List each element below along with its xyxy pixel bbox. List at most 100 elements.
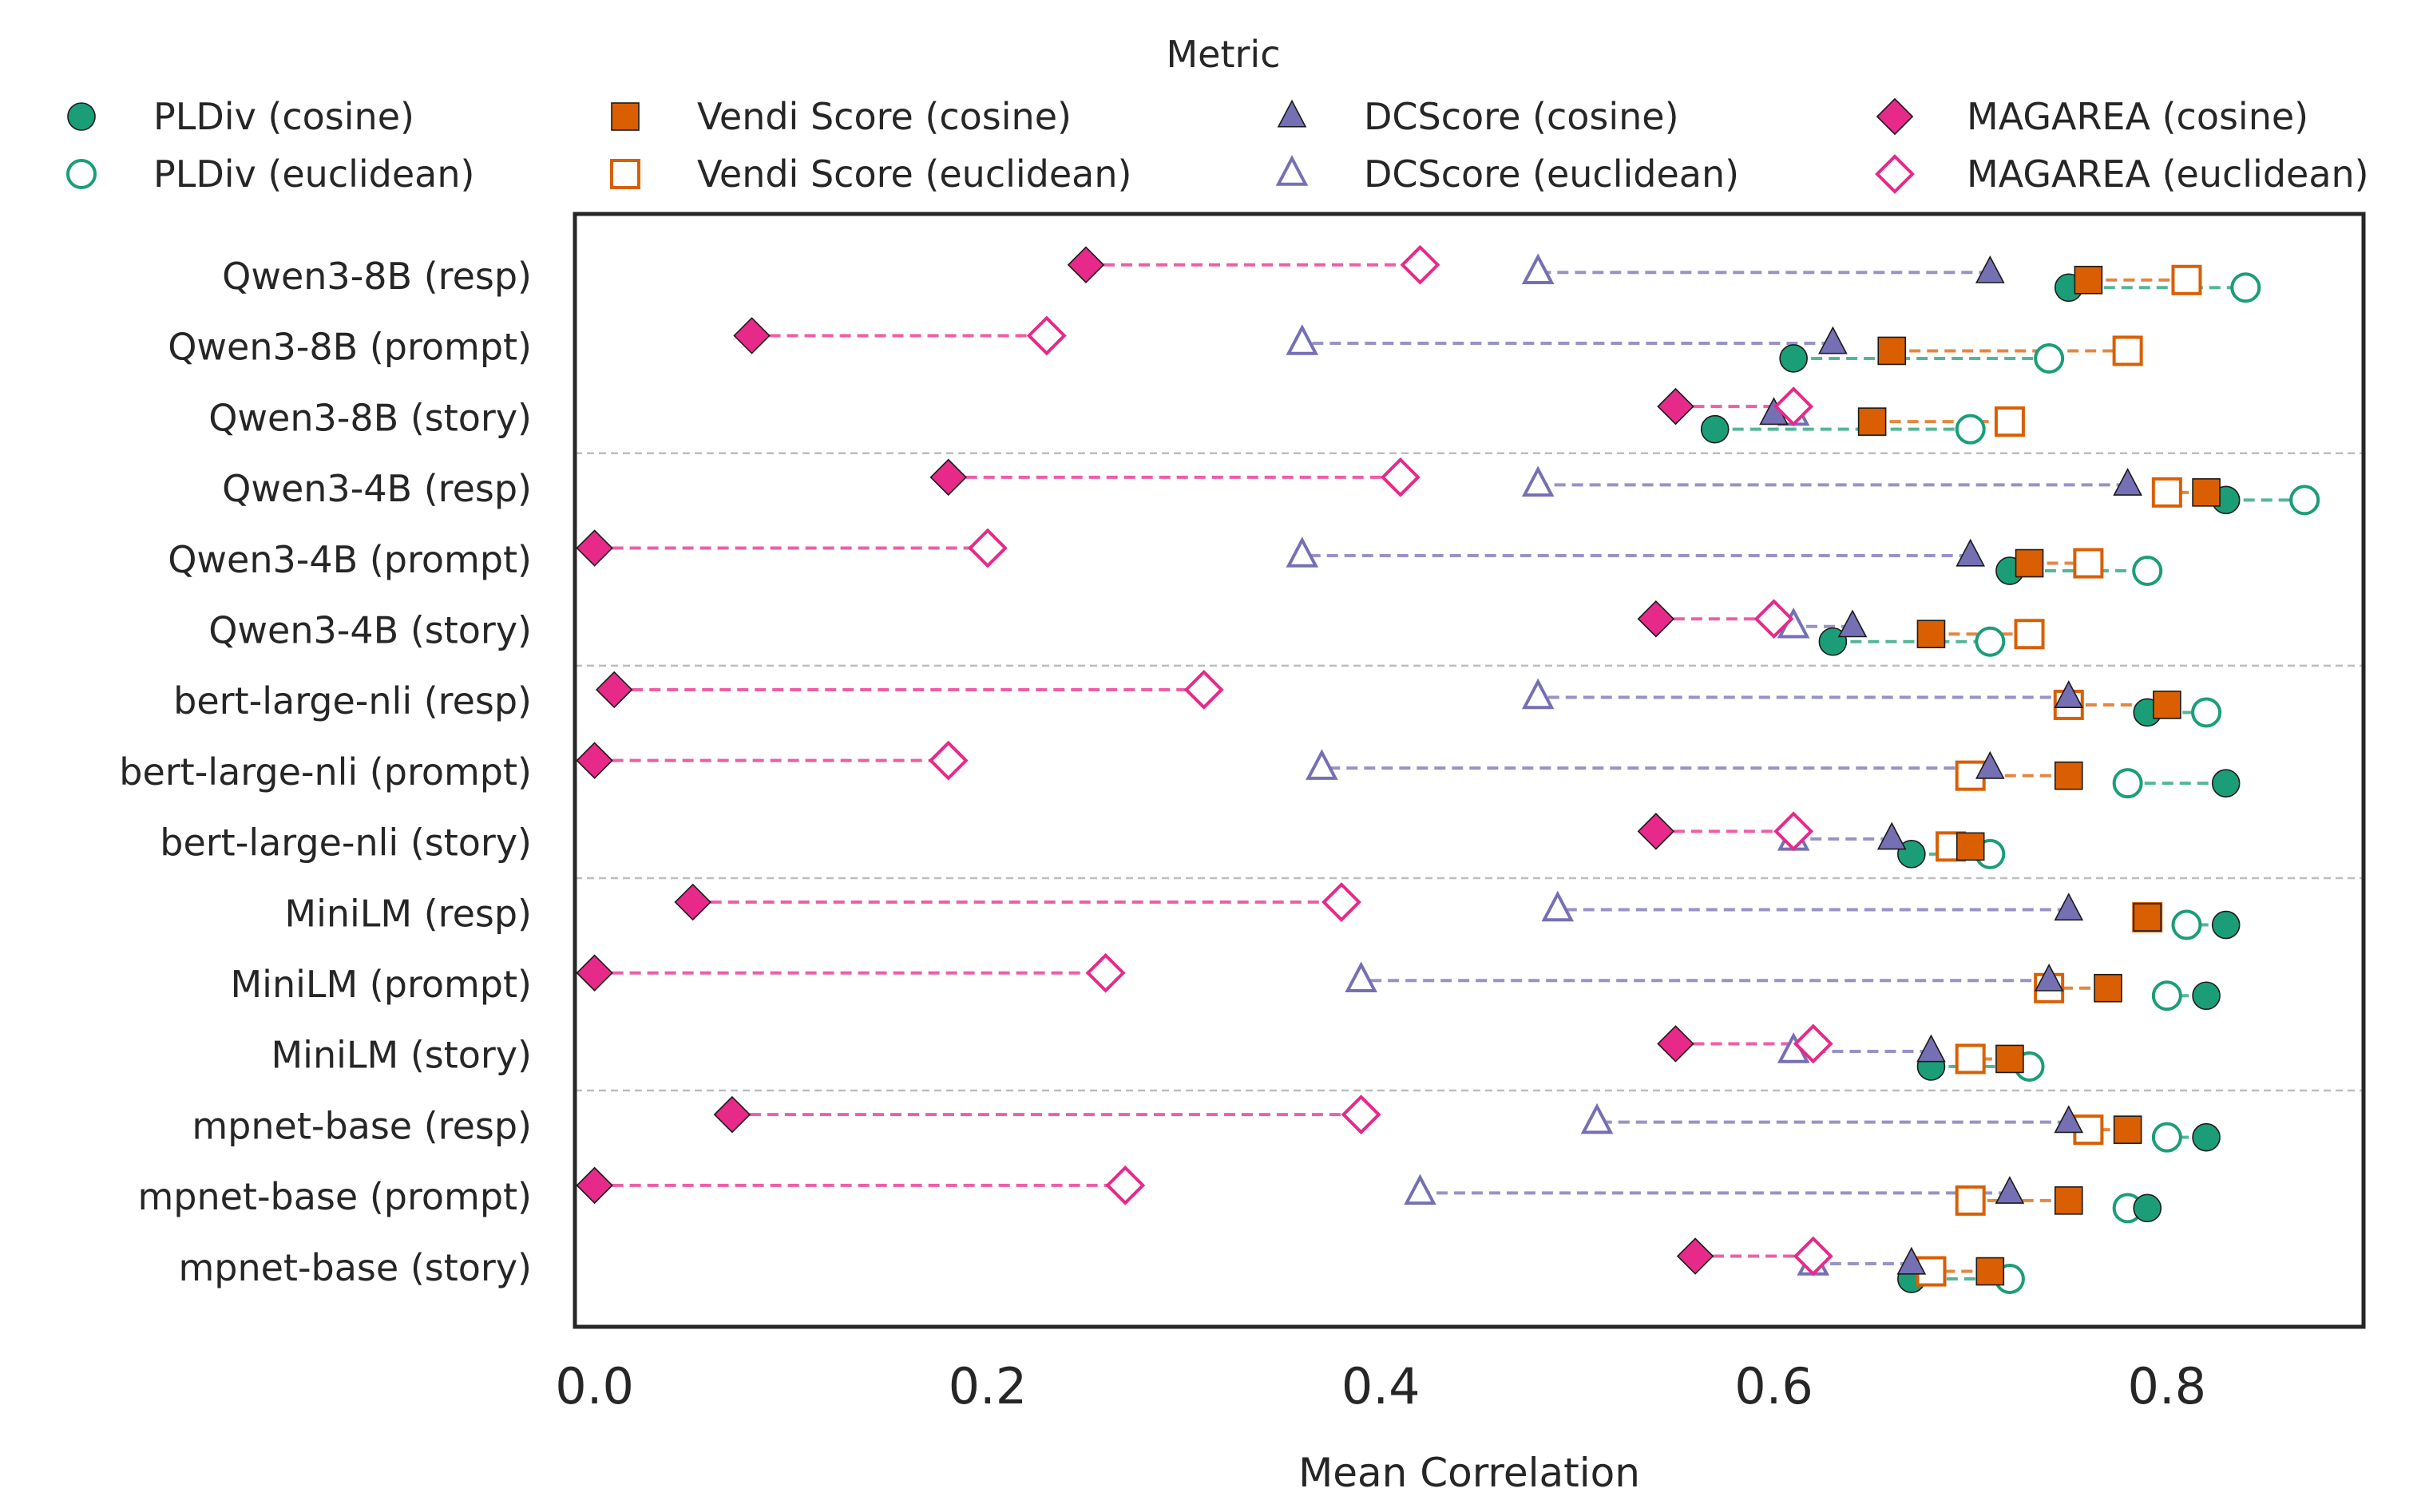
point-dcscore-euclidean-mpnet-base-resp [1580, 1102, 1614, 1134]
x-axis-label: Mean Correlation [1298, 1450, 1640, 1496]
point-magarea-euclidean-minilm-resp [1322, 882, 1361, 922]
legend-marker-dc_euc [1275, 155, 1309, 186]
point-vendi-score-euclidean-minilm-story [1955, 1043, 1986, 1075]
y-tick-label: MiniLM (story) [271, 1034, 532, 1077]
point-vendi-score-cosine-qwen3-4b-story [1916, 619, 1946, 649]
point-vendi-score-cosine-bert-large-nli-prompt [2054, 761, 2083, 790]
point-magarea-cosine-minilm-resp [674, 883, 711, 921]
legend-marker-dc_cos [1277, 99, 1307, 128]
point-pldiv-cosine-qwen3-8b-prompt [1779, 344, 1808, 373]
point-vendi-score-euclidean-qwen3-4b-story [2014, 619, 2045, 650]
y-tick-label: mpnet-base (resp) [192, 1104, 532, 1147]
y-tick-label: Qwen3-4B (resp) [222, 467, 532, 510]
point-pldiv-cosine-mpnet-base-resp [2192, 1122, 2221, 1152]
legend-label-pldiv_cos: PLDiv (cosine) [153, 95, 414, 138]
point-magarea-cosine-qwen3-8b-story [1657, 387, 1694, 425]
point-vendi-score-cosine-qwen3-8b-story [1857, 407, 1887, 436]
legend-marker-mag_euc [1875, 154, 1915, 194]
y-tick-label: MiniLM (resp) [284, 892, 532, 935]
point-magarea-cosine-bert-large-nli-story [1637, 813, 1675, 850]
point-dcscore-euclidean-mpnet-base-prompt [1404, 1174, 1436, 1205]
point-magarea-euclidean-minilm-story [1793, 1023, 1833, 1064]
point-dcscore-euclidean-qwen3-4b-resp [1521, 465, 1555, 497]
point-magarea-cosine-mpnet-base-prompt [576, 1166, 613, 1205]
point-pldiv-cosine-minilm-resp [2211, 910, 2241, 940]
point-dcscore-cosine-bert-large-nli-story [1876, 821, 1907, 850]
point-magarea-euclidean-minilm-prompt [1085, 952, 1126, 993]
point-magarea-euclidean-qwen3-8b-story [1773, 386, 1814, 427]
point-pldiv-euclidean-qwen3-8b-resp [2230, 272, 2261, 303]
point-dcscore-euclidean-bert-large-nli-resp [1521, 678, 1555, 710]
point-vendi-score-cosine-bert-large-nli-story [1956, 832, 1985, 861]
point-vendi-score-cosine-mpnet-base-prompt [2054, 1186, 2083, 1215]
y-tick-label: MiniLM (prompt) [230, 963, 532, 1006]
legend-label-dc_cos: DCScore (cosine) [1364, 95, 1679, 138]
y-tick-label: bert-large-nli (prompt) [119, 750, 532, 794]
point-magarea-euclidean-qwen3-4b-prompt [967, 528, 1008, 568]
point-dcscore-euclidean-minilm-resp [1541, 890, 1575, 922]
x-tick-label: 0.4 [1341, 1357, 1421, 1415]
dumbbell-segments [594, 263, 2305, 1281]
legend-marker-vendi_cos [611, 102, 640, 131]
point-magarea-cosine-mpnet-base-story [1676, 1237, 1714, 1275]
point-magarea-cosine-qwen3-8b-resp [1067, 246, 1105, 283]
point-dcscore-euclidean-minilm-prompt [1345, 961, 1377, 992]
x-tick-label: 0.2 [949, 1357, 1028, 1415]
point-pldiv-euclidean-qwen3-4b-story [1975, 626, 2006, 657]
point-pldiv-euclidean-minilm-prompt [2151, 980, 2182, 1011]
point-vendi-score-cosine-mpnet-base-resp [2113, 1115, 2142, 1144]
point-dcscore-cosine-qwen3-8b-prompt [1818, 326, 1848, 354]
point-vendi-score-euclidean-qwen3-8b-resp [2171, 264, 2202, 295]
point-dcscore-cosine-mpnet-base-resp [2054, 1105, 2084, 1134]
legend-label-dc_euc: DCScore (euclidean) [1364, 152, 1739, 196]
y-tick-label: bert-large-nli (resp) [173, 679, 532, 722]
legend-label-vendi_cos: Vendi Score (cosine) [697, 95, 1072, 138]
point-vendi-score-euclidean-qwen3-4b-prompt [2073, 548, 2104, 579]
y-tick-label: Qwen3-8B (resp) [222, 255, 532, 298]
point-pldiv-euclidean-qwen3-8b-story [1955, 414, 1986, 445]
point-dcscore-cosine-minilm-resp [2054, 893, 2084, 921]
point-dcscore-cosine-mpnet-base-story [1896, 1246, 1927, 1275]
point-pldiv-euclidean-qwen3-8b-prompt [2034, 342, 2065, 374]
point-dcscore-cosine-minilm-story [1916, 1034, 1946, 1063]
point-vendi-score-cosine-qwen3-8b-prompt [1877, 336, 1907, 366]
point-magarea-euclidean-qwen3-8b-resp [1400, 244, 1440, 285]
data-points [576, 244, 2320, 1295]
point-dcscore-cosine-bert-large-nli-resp [2054, 680, 2084, 709]
legend-marker-mag_cos [1876, 97, 1914, 136]
point-magarea-euclidean-qwen3-4b-story [1753, 599, 1794, 639]
point-vendi-score-euclidean-qwen3-8b-story [1994, 406, 2025, 437]
point-dcscore-cosine-bert-large-nli-prompt [1975, 750, 2005, 779]
point-dcscore-cosine-qwen3-8b-resp [1975, 255, 2005, 283]
x-axis-ticks: 0.0 0.2 0.4 0.6 0.8 [555, 1357, 2206, 1415]
point-dcscore-cosine-qwen3-4b-resp [2113, 468, 2142, 496]
point-dcscore-cosine-minilm-prompt [2034, 963, 2064, 992]
legend-title: Metric [1166, 33, 1280, 76]
point-magarea-euclidean-qwen3-8b-prompt [1026, 315, 1067, 356]
point-pldiv-euclidean-bert-large-nli-resp [2191, 697, 2222, 728]
point-vendi-score-euclidean-qwen3-8b-prompt [2112, 335, 2143, 366]
point-pldiv-euclidean-qwen3-4b-prompt [2132, 556, 2163, 587]
point-dcscore-euclidean-bert-large-nli-prompt [1306, 749, 1338, 780]
y-tick-label: mpnet-base (prompt) [137, 1175, 532, 1218]
point-pldiv-cosine-minilm-prompt [2192, 981, 2221, 1011]
point-pldiv-euclidean-bert-large-nli-prompt [2112, 768, 2143, 799]
point-magarea-cosine-qwen3-8b-prompt [733, 317, 771, 354]
point-magarea-euclidean-bert-large-nli-prompt [928, 740, 969, 781]
y-tick-label: bert-large-nli (story) [160, 821, 532, 865]
point-dcscore-cosine-qwen3-4b-story [1837, 609, 1868, 638]
point-magarea-euclidean-bert-large-nli-resp [1183, 670, 1224, 710]
point-vendi-score-cosine-qwen3-4b-resp [2192, 478, 2221, 507]
legend-label-mag_euc: MAGAREA (euclidean) [1967, 152, 2369, 196]
legend-label-mag_cos: MAGAREA (cosine) [1967, 95, 2308, 138]
point-pldiv-cosine-bert-large-nli-prompt [2211, 769, 2241, 798]
point-vendi-score-cosine-qwen3-8b-resp [2074, 265, 2103, 295]
point-pldiv-cosine-qwen3-8b-story [1700, 414, 1730, 444]
point-vendi-score-cosine-bert-large-nli-resp [2153, 691, 2181, 719]
point-magarea-euclidean-mpnet-base-prompt [1105, 1165, 1146, 1205]
point-vendi-score-cosine-qwen3-4b-prompt [2015, 548, 2044, 578]
point-vendi-score-cosine-minilm-resp [2133, 903, 2162, 932]
y-tick-label: Qwen3-4B (story) [208, 609, 532, 652]
y-tick-label: Qwen3-8B (prompt) [168, 326, 532, 369]
legend-marker-pldiv_cos [67, 102, 96, 131]
